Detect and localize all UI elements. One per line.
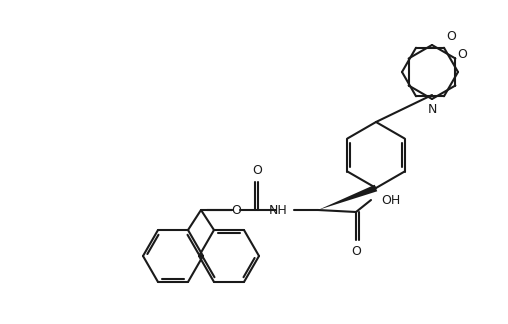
Text: O: O <box>231 203 241 216</box>
Polygon shape <box>318 185 377 210</box>
Text: N: N <box>427 103 437 116</box>
Text: NH: NH <box>269 204 288 217</box>
Text: O: O <box>252 164 262 177</box>
Text: OH: OH <box>381 193 400 206</box>
Text: O: O <box>446 30 456 43</box>
Text: O: O <box>351 245 361 258</box>
Text: O: O <box>457 48 467 61</box>
